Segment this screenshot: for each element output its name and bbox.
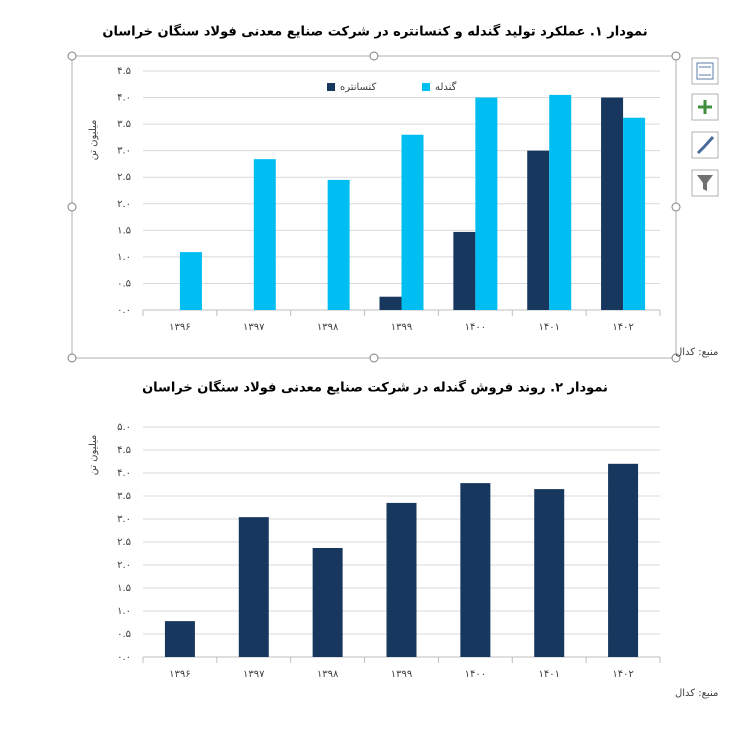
bar [527, 150, 550, 310]
chart-elements-button[interactable] [691, 57, 719, 85]
bar [379, 296, 402, 310]
x-tick-label: ۱۴۰۱ [538, 322, 559, 333]
y-tick-label: ۴.۵ [117, 445, 131, 456]
bar [386, 502, 417, 657]
y-tick-label: ۲.۰ [117, 560, 131, 571]
bar [608, 463, 639, 657]
x-tick-label: ۱۳۹۶ [169, 669, 190, 680]
y-tick-label: ۲.۰ [117, 199, 131, 210]
handle[interactable] [67, 51, 77, 61]
bar [327, 179, 350, 310]
y-axis-label: میلیون تن [88, 120, 99, 161]
bar [475, 97, 498, 310]
bar [253, 159, 276, 310]
y-tick-label: ۰.۵ [117, 629, 131, 640]
y-tick-label: ۳.۰ [117, 514, 131, 525]
y-tick-label: ۳.۵ [117, 119, 131, 130]
bar [534, 489, 565, 657]
y-axis-label: میلیون تن [88, 435, 99, 476]
handle[interactable] [67, 353, 77, 363]
legend-swatch [327, 83, 335, 91]
y-tick-label: ۱.۰ [117, 606, 131, 617]
handle[interactable] [369, 51, 379, 61]
bar [238, 517, 269, 657]
source-note: منبع: کدال [675, 688, 718, 699]
handle[interactable] [671, 353, 681, 363]
y-tick-label: ۱.۰ [117, 252, 131, 263]
y-tick-label: ۵.۰ [117, 422, 131, 433]
bar [601, 97, 624, 310]
legend-swatch [422, 83, 430, 91]
y-tick-label: ۴.۰ [117, 468, 131, 479]
y-tick-label: ۲.۵ [117, 172, 131, 183]
chart-title: نمودار ۲. روند فروش گندله در شرکت صنایع … [142, 380, 608, 396]
x-tick-label: ۱۴۰۰ [465, 322, 486, 333]
source-note: منبع: کدال [675, 347, 718, 358]
y-tick-label: ۲.۵ [117, 537, 131, 548]
x-tick-label: ۱۴۰۲ [612, 322, 633, 333]
legend-label: گندله [435, 81, 457, 93]
chart-styles-button[interactable] [691, 131, 719, 159]
x-tick-label: ۱۳۹۸ [317, 322, 339, 333]
y-tick-label: ۴.۰ [117, 93, 131, 104]
handle[interactable] [67, 202, 77, 212]
y-tick-label: ۳.۵ [117, 491, 131, 502]
bar [164, 621, 195, 657]
x-tick-label: ۱۳۹۸ [317, 669, 339, 680]
bar [401, 134, 424, 310]
handle[interactable] [671, 51, 681, 61]
legend-label: کنسانتره [340, 82, 377, 93]
y-tick-label: ۰.۰ [117, 305, 131, 316]
bar [623, 117, 646, 310]
y-tick-label: ۱.۵ [117, 225, 131, 236]
x-tick-label: ۱۳۹۶ [169, 322, 190, 333]
handle[interactable] [671, 202, 681, 212]
selection-handles [67, 51, 681, 363]
x-tick-label: ۱۴۰۰ [465, 669, 486, 680]
chart-title: نمودار ۱. عملکرد تولید گندله و کنسانتره … [102, 24, 647, 40]
y-tick-label: ۰.۵ [117, 278, 131, 289]
x-tick-label: ۱۳۹۹ [391, 669, 412, 680]
bar [460, 483, 491, 657]
x-tick-label: ۱۳۹۷ [243, 322, 265, 333]
y-tick-label: ۰.۰ [117, 652, 131, 663]
x-tick-label: ۱۳۹۹ [391, 322, 412, 333]
bar [312, 547, 343, 657]
handle[interactable] [369, 353, 379, 363]
y-tick-label: ۳.۰ [117, 146, 131, 157]
bar [549, 94, 572, 311]
y-tick-label: ۴.۵ [117, 66, 131, 77]
bar [179, 252, 202, 310]
chart-filters-button[interactable] [691, 169, 719, 197]
add-element-button[interactable] [691, 93, 719, 121]
x-tick-label: ۱۴۰۲ [612, 669, 633, 680]
bar [453, 231, 476, 310]
x-tick-label: ۱۳۹۷ [243, 669, 265, 680]
y-tick-label: ۱.۵ [117, 583, 131, 594]
x-tick-label: ۱۴۰۱ [538, 669, 559, 680]
